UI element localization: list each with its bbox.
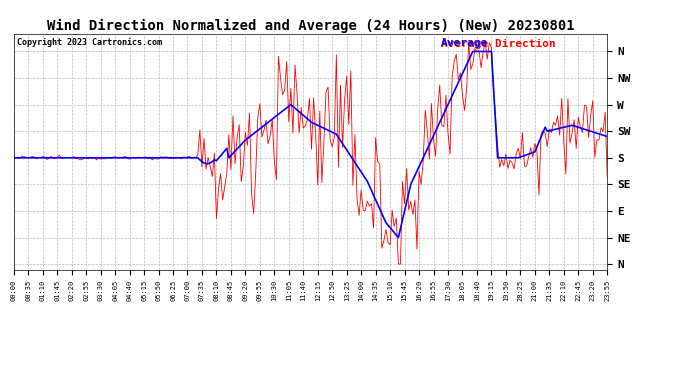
Text: Average: Average (441, 39, 489, 48)
Text: Copyright 2023 Cartronics.com: Copyright 2023 Cartronics.com (17, 39, 161, 48)
Text: Average Direction: Average Direction (441, 39, 556, 48)
Title: Wind Direction Normalized and Average (24 Hours) (New) 20230801: Wind Direction Normalized and Average (2… (47, 18, 574, 33)
